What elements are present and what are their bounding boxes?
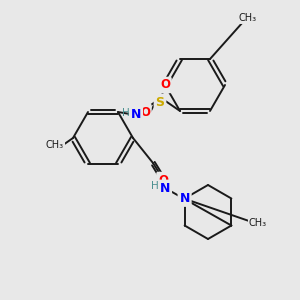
- Text: N: N: [131, 109, 141, 122]
- Text: CH₃: CH₃: [46, 140, 64, 150]
- Text: N: N: [160, 182, 170, 194]
- Text: O: O: [160, 79, 170, 92]
- Text: O: O: [140, 106, 150, 118]
- Text: H: H: [122, 108, 130, 118]
- Text: H: H: [151, 181, 159, 191]
- Text: S: S: [155, 95, 164, 109]
- Text: N: N: [179, 192, 190, 205]
- Text: CH₃: CH₃: [249, 218, 267, 228]
- Text: CH₃: CH₃: [239, 13, 257, 23]
- Text: O: O: [158, 173, 168, 187]
